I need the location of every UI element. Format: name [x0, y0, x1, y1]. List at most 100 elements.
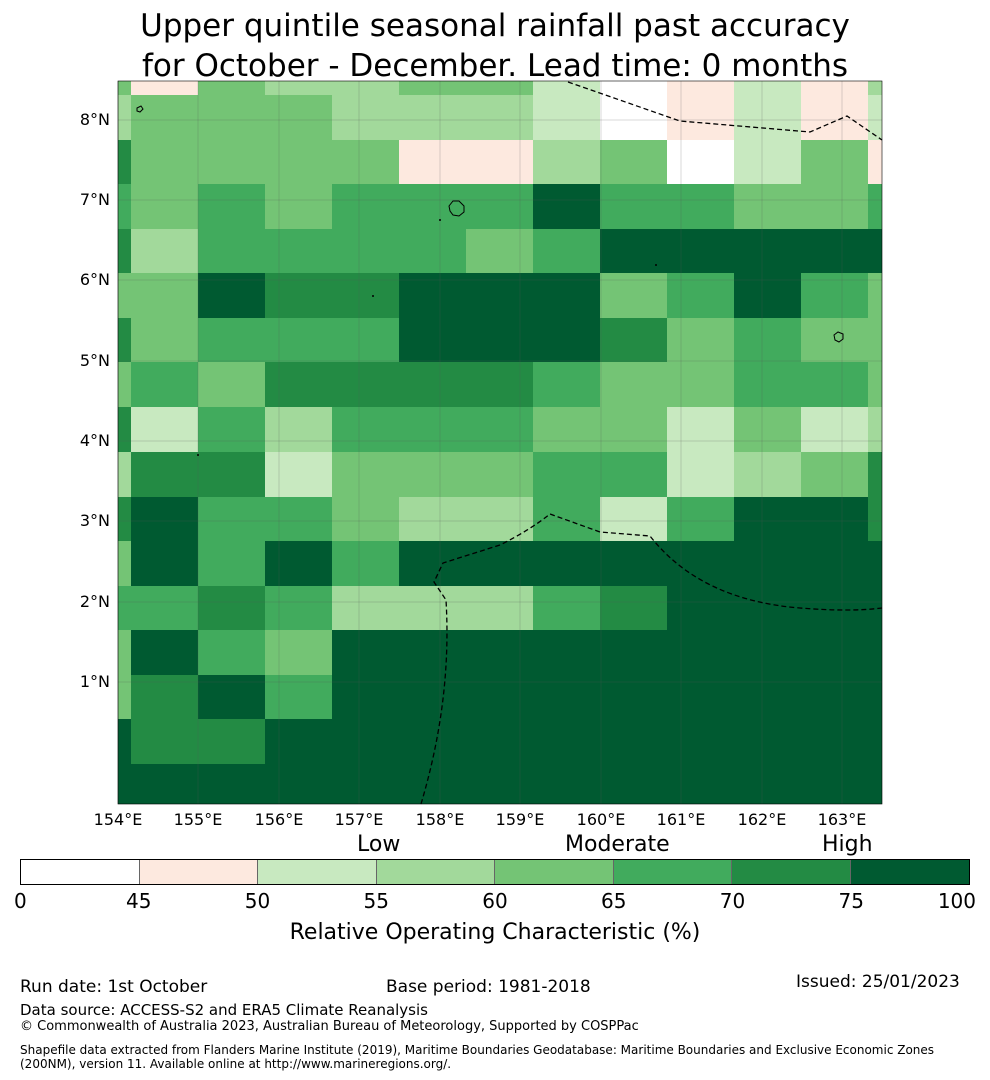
grid-cell [868, 675, 882, 719]
grid-cell [667, 541, 734, 586]
grid-cell [801, 362, 868, 407]
grid-cell [667, 407, 734, 452]
grid-cell [734, 184, 801, 229]
grid-cell [118, 318, 131, 362]
latitude-label: 2°N [79, 592, 110, 611]
category-moderate: Moderate [565, 832, 670, 857]
grid-cell [332, 81, 399, 95]
grid-cell [600, 497, 667, 541]
grid-cell [265, 184, 332, 229]
grid-cell [118, 273, 131, 318]
grid-cell [734, 407, 801, 452]
grid-cell [734, 362, 801, 407]
grid-cell [118, 541, 131, 586]
colorbar-tick-label: 0 [14, 889, 27, 913]
grid-cell [332, 362, 399, 407]
grid-cell [198, 586, 265, 630]
grid-cell [667, 630, 734, 675]
grid-cell [131, 630, 198, 675]
grid-cell [399, 764, 466, 804]
grid-cell [466, 184, 533, 229]
grid-cell [734, 719, 801, 764]
grid-cell [801, 95, 868, 140]
grid-cell [131, 81, 198, 95]
grid-cell [466, 362, 533, 407]
grid-cell [198, 273, 265, 318]
longitude-label: 155°E [173, 810, 223, 829]
grid-cell [600, 273, 667, 318]
grid-cell [265, 452, 332, 497]
grid-cell [600, 586, 667, 630]
category-low: Low [357, 832, 401, 857]
grid-cell [600, 140, 667, 184]
grid-cell [533, 497, 600, 541]
grid-cell [265, 497, 332, 541]
grid-cell [734, 81, 801, 95]
base-period: Base period: 1981-2018 [386, 977, 591, 997]
colorbar-segment [495, 860, 614, 884]
grid-cell [332, 630, 399, 675]
grid-cell [118, 140, 131, 184]
grid-cell [466, 81, 533, 95]
graticule-lines [117, 81, 882, 804]
grid-cell [131, 764, 198, 804]
grid-cell [332, 318, 399, 362]
grid-cell [399, 95, 466, 140]
grid-cell [868, 407, 882, 452]
grid-cell [600, 541, 667, 586]
grid-cell [399, 407, 466, 452]
grid-cell [198, 764, 265, 804]
grid-cell [198, 362, 265, 407]
colorbar-tick-label: 100 [937, 889, 976, 913]
grid-cell [600, 407, 667, 452]
grid-cell [868, 497, 882, 541]
grid-cell [734, 140, 801, 184]
grid-cell [533, 229, 600, 273]
grid-cell [868, 541, 882, 586]
longitude-label: 157°E [334, 810, 384, 829]
grid-cell [801, 184, 868, 229]
grid-cell [198, 452, 265, 497]
grid-cell [667, 184, 734, 229]
rainfall-accuracy-grid [118, 81, 882, 804]
grid-cell [734, 586, 801, 630]
grid-cell [734, 229, 801, 273]
grid-cell [533, 675, 600, 719]
latitude-label: 3°N [79, 511, 110, 530]
grid-cell [734, 630, 801, 675]
grid-cell [118, 81, 131, 95]
map-frame [117, 80, 883, 805]
islet [372, 295, 374, 297]
title-line-2: for October - December. Lead time: 0 mon… [141, 48, 849, 84]
grid-cell [801, 764, 868, 804]
grid-cell [332, 586, 399, 630]
colorbar-tick-label: 50 [244, 889, 271, 913]
run-date: Run date: 1st October [20, 977, 208, 997]
islet [197, 454, 199, 456]
grid-cell [801, 586, 868, 630]
grid-cell [801, 719, 868, 764]
eez-boundary [567, 81, 883, 141]
island-outline [448, 200, 465, 217]
grid-cell [801, 140, 868, 184]
grid-cell [868, 81, 882, 95]
grid-cell [801, 541, 868, 586]
grid-cell [118, 452, 131, 497]
grid-cell [600, 184, 667, 229]
grid-cell [332, 229, 399, 273]
grid-cell [801, 407, 868, 452]
grid-cell [131, 95, 198, 140]
latitude-label: 7°N [79, 190, 110, 209]
grid-cell [131, 273, 198, 318]
grid-cell [533, 452, 600, 497]
grid-cell [466, 586, 533, 630]
grid-cell [734, 95, 801, 140]
grid-cell [466, 318, 533, 362]
grid-cell [801, 497, 868, 541]
grid-cell [533, 362, 600, 407]
grid-cell [332, 452, 399, 497]
grid-cell [198, 497, 265, 541]
grid-cell [667, 497, 734, 541]
grid-cell [466, 452, 533, 497]
grid-cell [466, 273, 533, 318]
